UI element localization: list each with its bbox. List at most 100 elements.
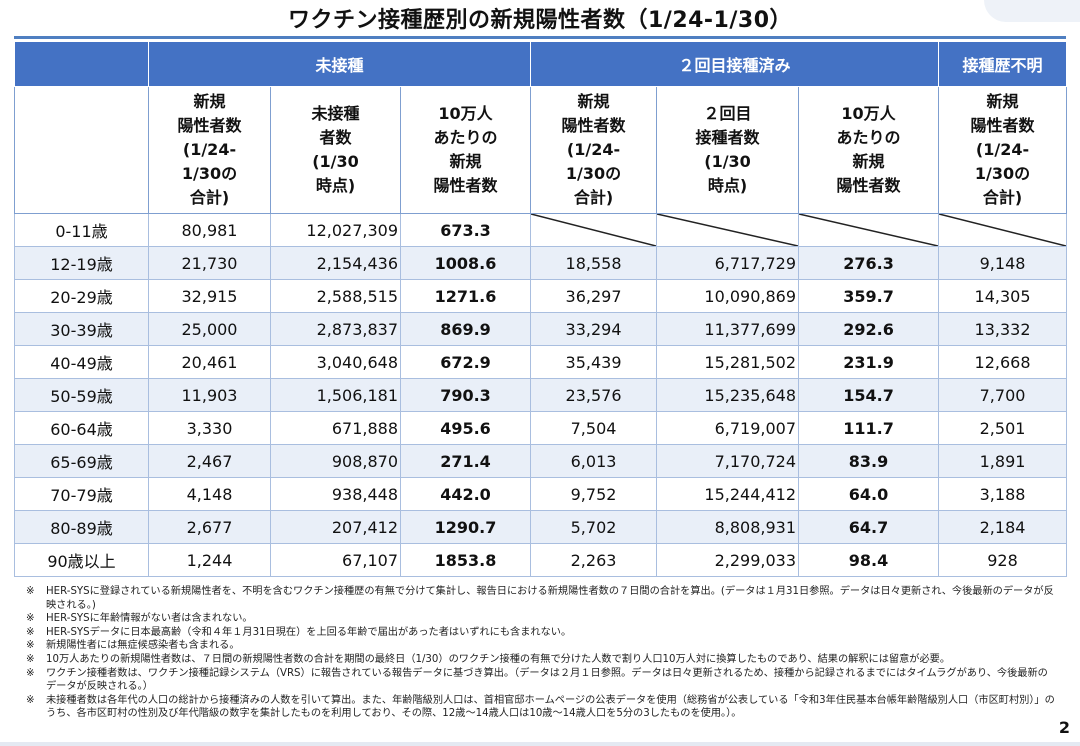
cell-age: 50-59歳 <box>14 378 149 412</box>
cell-age: 12-19歳 <box>14 246 149 280</box>
group-header-second-dose: ２回目接種済み <box>530 41 940 87</box>
cell-age: 70-79歳 <box>14 477 149 511</box>
cell-age: 60-64歳 <box>14 411 149 445</box>
cell-unvacc-count: 207,412 <box>270 510 401 544</box>
table-row: 65-69歳 2,467 908,870 271.4 6,013 7,170,724 83.… <box>14 444 1068 478</box>
cell-unvacc-count: 938,448 <box>270 477 401 511</box>
footnote-text: HER-SYSデータに日本最高齢（令和４年１月31日現在）を上回る年齢で届出があ… <box>46 626 572 638</box>
cell-second-per100k: 231.9 <box>798 345 940 379</box>
footnote-text: 未接種者数は各年代の人口の総計から接種済みの人数を引いて算出。また、年齢階級別人… <box>46 694 1055 720</box>
table-row: 12-19歳 21,730 2,154,436 1008.6 18,558 6,717,7… <box>14 246 1068 280</box>
footnote: ※ 新規陽性者には無症候感染者も含まれる。 <box>26 639 1056 653</box>
cell-second-count: 2,299,033 <box>656 543 800 577</box>
cell-unknown-new-positive: 12,668 <box>938 345 1068 379</box>
cell-unvacc-new-positive: 11,903 <box>148 378 271 412</box>
group-header-corner <box>14 41 149 87</box>
cell-unvacc-count: 3,040,648 <box>270 345 401 379</box>
footnote-text: HER-SYSに年齢情報がない者は含まれない。 <box>46 613 253 625</box>
cell-unknown-new-positive: 928 <box>938 543 1068 577</box>
footnotes: ※ HER-SYSに登録されている新規陽性者を、不明を含むワクチン接種歴の有無で分… <box>26 585 1056 721</box>
cell-second-count: 6,719,007 <box>656 411 800 445</box>
cell-second-per100k: 154.7 <box>798 378 940 412</box>
group-header-row: 未接種 ２回目接種済み 接種歴不明 <box>14 41 1068 87</box>
footnote-mark: ※ <box>26 626 35 638</box>
cell-unvacc-per100k: 869.9 <box>399 312 532 346</box>
cell-unvacc-count: 1,506,181 <box>270 378 401 412</box>
table-row: 30-39歳 25,000 2,873,837 869.9 33,294 11,377,6… <box>14 312 1068 346</box>
footnote-text: 10万人あたりの新規陽性者数は、７日間の新規陽性者数の合計を期間の最終日（1/3… <box>46 653 951 665</box>
page-number: 2 <box>1058 718 1070 737</box>
footnote-text: 新規陽性者には無症候感染者も含まれる。 <box>46 640 240 652</box>
cell-second-per100k: 111.7 <box>798 411 940 445</box>
cell-unknown-new-positive: 7,700 <box>938 378 1068 412</box>
cell-second-new-positive: 5,702 <box>530 510 658 544</box>
footnote-mark: ※ <box>26 653 35 665</box>
col-header-second-count: ２回目 接種者数 (1/30 時点) <box>656 86 800 214</box>
cell-second-new-positive: 23,576 <box>530 378 658 412</box>
footnote-text: ワクチン接種者数は、ワクチン接種記録システム（VRS）に報告されている報告データ… <box>46 667 1048 693</box>
cell-second-per100k: 83.9 <box>798 444 940 478</box>
cell-unvacc-new-positive: 20,461 <box>148 345 271 379</box>
cell-unvacc-per100k: 1271.6 <box>399 279 532 313</box>
cell-unvacc-new-positive: 21,730 <box>148 246 271 280</box>
cell-second-per100k <box>798 213 940 247</box>
cell-unknown-new-positive: 2,501 <box>938 411 1068 445</box>
cell-age: 20-29歳 <box>14 279 149 313</box>
footnote: ※ HER-SYSに年齢情報がない者は含まれない。 <box>26 612 1056 626</box>
title-underline <box>14 36 1066 39</box>
footnote: ※ ワクチン接種者数は、ワクチン接種記録システム（VRS）に報告されている報告デー… <box>26 667 1056 694</box>
cell-age: 80-89歳 <box>14 510 149 544</box>
cell-second-count: 15,244,412 <box>656 477 800 511</box>
table-row: 20-29歳 32,915 2,588,515 1271.6 36,297 10,090,… <box>14 279 1068 313</box>
cell-unvacc-per100k: 495.6 <box>399 411 532 445</box>
cell-unknown-new-positive <box>938 213 1068 247</box>
cell-second-new-positive: 7,504 <box>530 411 658 445</box>
cell-second-per100k: 276.3 <box>798 246 940 280</box>
cell-unvacc-count: 908,870 <box>270 444 401 478</box>
col-header-unvacc-count: 未接種 者数 (1/30 時点) <box>270 86 401 214</box>
cell-second-count: 10,090,869 <box>656 279 800 313</box>
cell-unvacc-new-positive: 2,467 <box>148 444 271 478</box>
table-body: 0-11歳 80,981 12,027,309 673.3 12-19歳 21,730 2,… <box>14 213 1068 577</box>
cell-unvacc-new-positive: 2,677 <box>148 510 271 544</box>
table-row: 40-49歳 20,461 3,040,648 672.9 35,439 15,281,5… <box>14 345 1068 379</box>
cell-age: 40-49歳 <box>14 345 149 379</box>
cell-second-new-positive: 35,439 <box>530 345 658 379</box>
cell-unknown-new-positive: 9,148 <box>938 246 1068 280</box>
cell-second-new-positive: 9,752 <box>530 477 658 511</box>
cell-unknown-new-positive: 2,184 <box>938 510 1068 544</box>
footnote: ※ HER-SYSデータに日本最高齢（令和４年１月31日現在）を上回る年齢で届出が… <box>26 626 1056 640</box>
sub-header-corner <box>14 86 149 214</box>
col-header-second-new-positive: 新規 陽性者数 (1/24- 1/30の 合計) <box>530 86 658 214</box>
cell-unvacc-new-positive: 3,330 <box>148 411 271 445</box>
cell-unvacc-count: 67,107 <box>270 543 401 577</box>
col-header-unvacc-new-positive: 新規 陽性者数 (1/24- 1/30の 合計) <box>148 86 271 214</box>
cell-unvacc-count: 2,154,436 <box>270 246 401 280</box>
cell-second-count: 11,377,699 <box>656 312 800 346</box>
cell-unvacc-per100k: 790.3 <box>399 378 532 412</box>
cell-unvacc-count: 671,888 <box>270 411 401 445</box>
cell-second-count: 7,170,724 <box>656 444 800 478</box>
footnote-mark: ※ <box>26 640 35 652</box>
cell-second-new-positive: 6,013 <box>530 444 658 478</box>
cell-unvacc-new-positive: 80,981 <box>148 213 271 247</box>
table-row: 80-89歳 2,677 207,412 1290.7 5,702 8,808,931 64… <box>14 510 1068 544</box>
table-row: 90歳以上 1,244 67,107 1853.8 2,263 2,299,033 98.4… <box>14 543 1068 577</box>
footnote: ※ 未接種者数は各年代の人口の総計から接種済みの人数を引いて算出。また、年齢階級別… <box>26 694 1056 721</box>
cell-second-new-positive <box>530 213 658 247</box>
positive-cases-table: 未接種 ２回目接種済み 接種歴不明 新規 陽性者数 (1/24- 1/30の 合… <box>14 41 1068 577</box>
group-header-unvaccinated: 未接種 <box>147 41 532 87</box>
bottom-bar <box>0 742 1080 746</box>
cell-unvacc-per100k: 1853.8 <box>399 543 532 577</box>
cell-unvacc-new-positive: 4,148 <box>148 477 271 511</box>
cell-unknown-new-positive: 3,188 <box>938 477 1068 511</box>
cell-unvacc-count: 2,873,837 <box>270 312 401 346</box>
cell-unvacc-per100k: 442.0 <box>399 477 532 511</box>
cell-second-per100k: 64.0 <box>798 477 940 511</box>
group-header-unknown: 接種歴不明 <box>938 41 1068 87</box>
cell-unvacc-per100k: 673.3 <box>399 213 532 247</box>
footnote-mark: ※ <box>26 586 35 597</box>
footnote: ※ HER-SYSに登録されている新規陽性者を、不明を含むワクチン接種歴の有無で分… <box>26 585 1056 612</box>
cell-second-new-positive: 33,294 <box>530 312 658 346</box>
cell-second-per100k: 292.6 <box>798 312 940 346</box>
